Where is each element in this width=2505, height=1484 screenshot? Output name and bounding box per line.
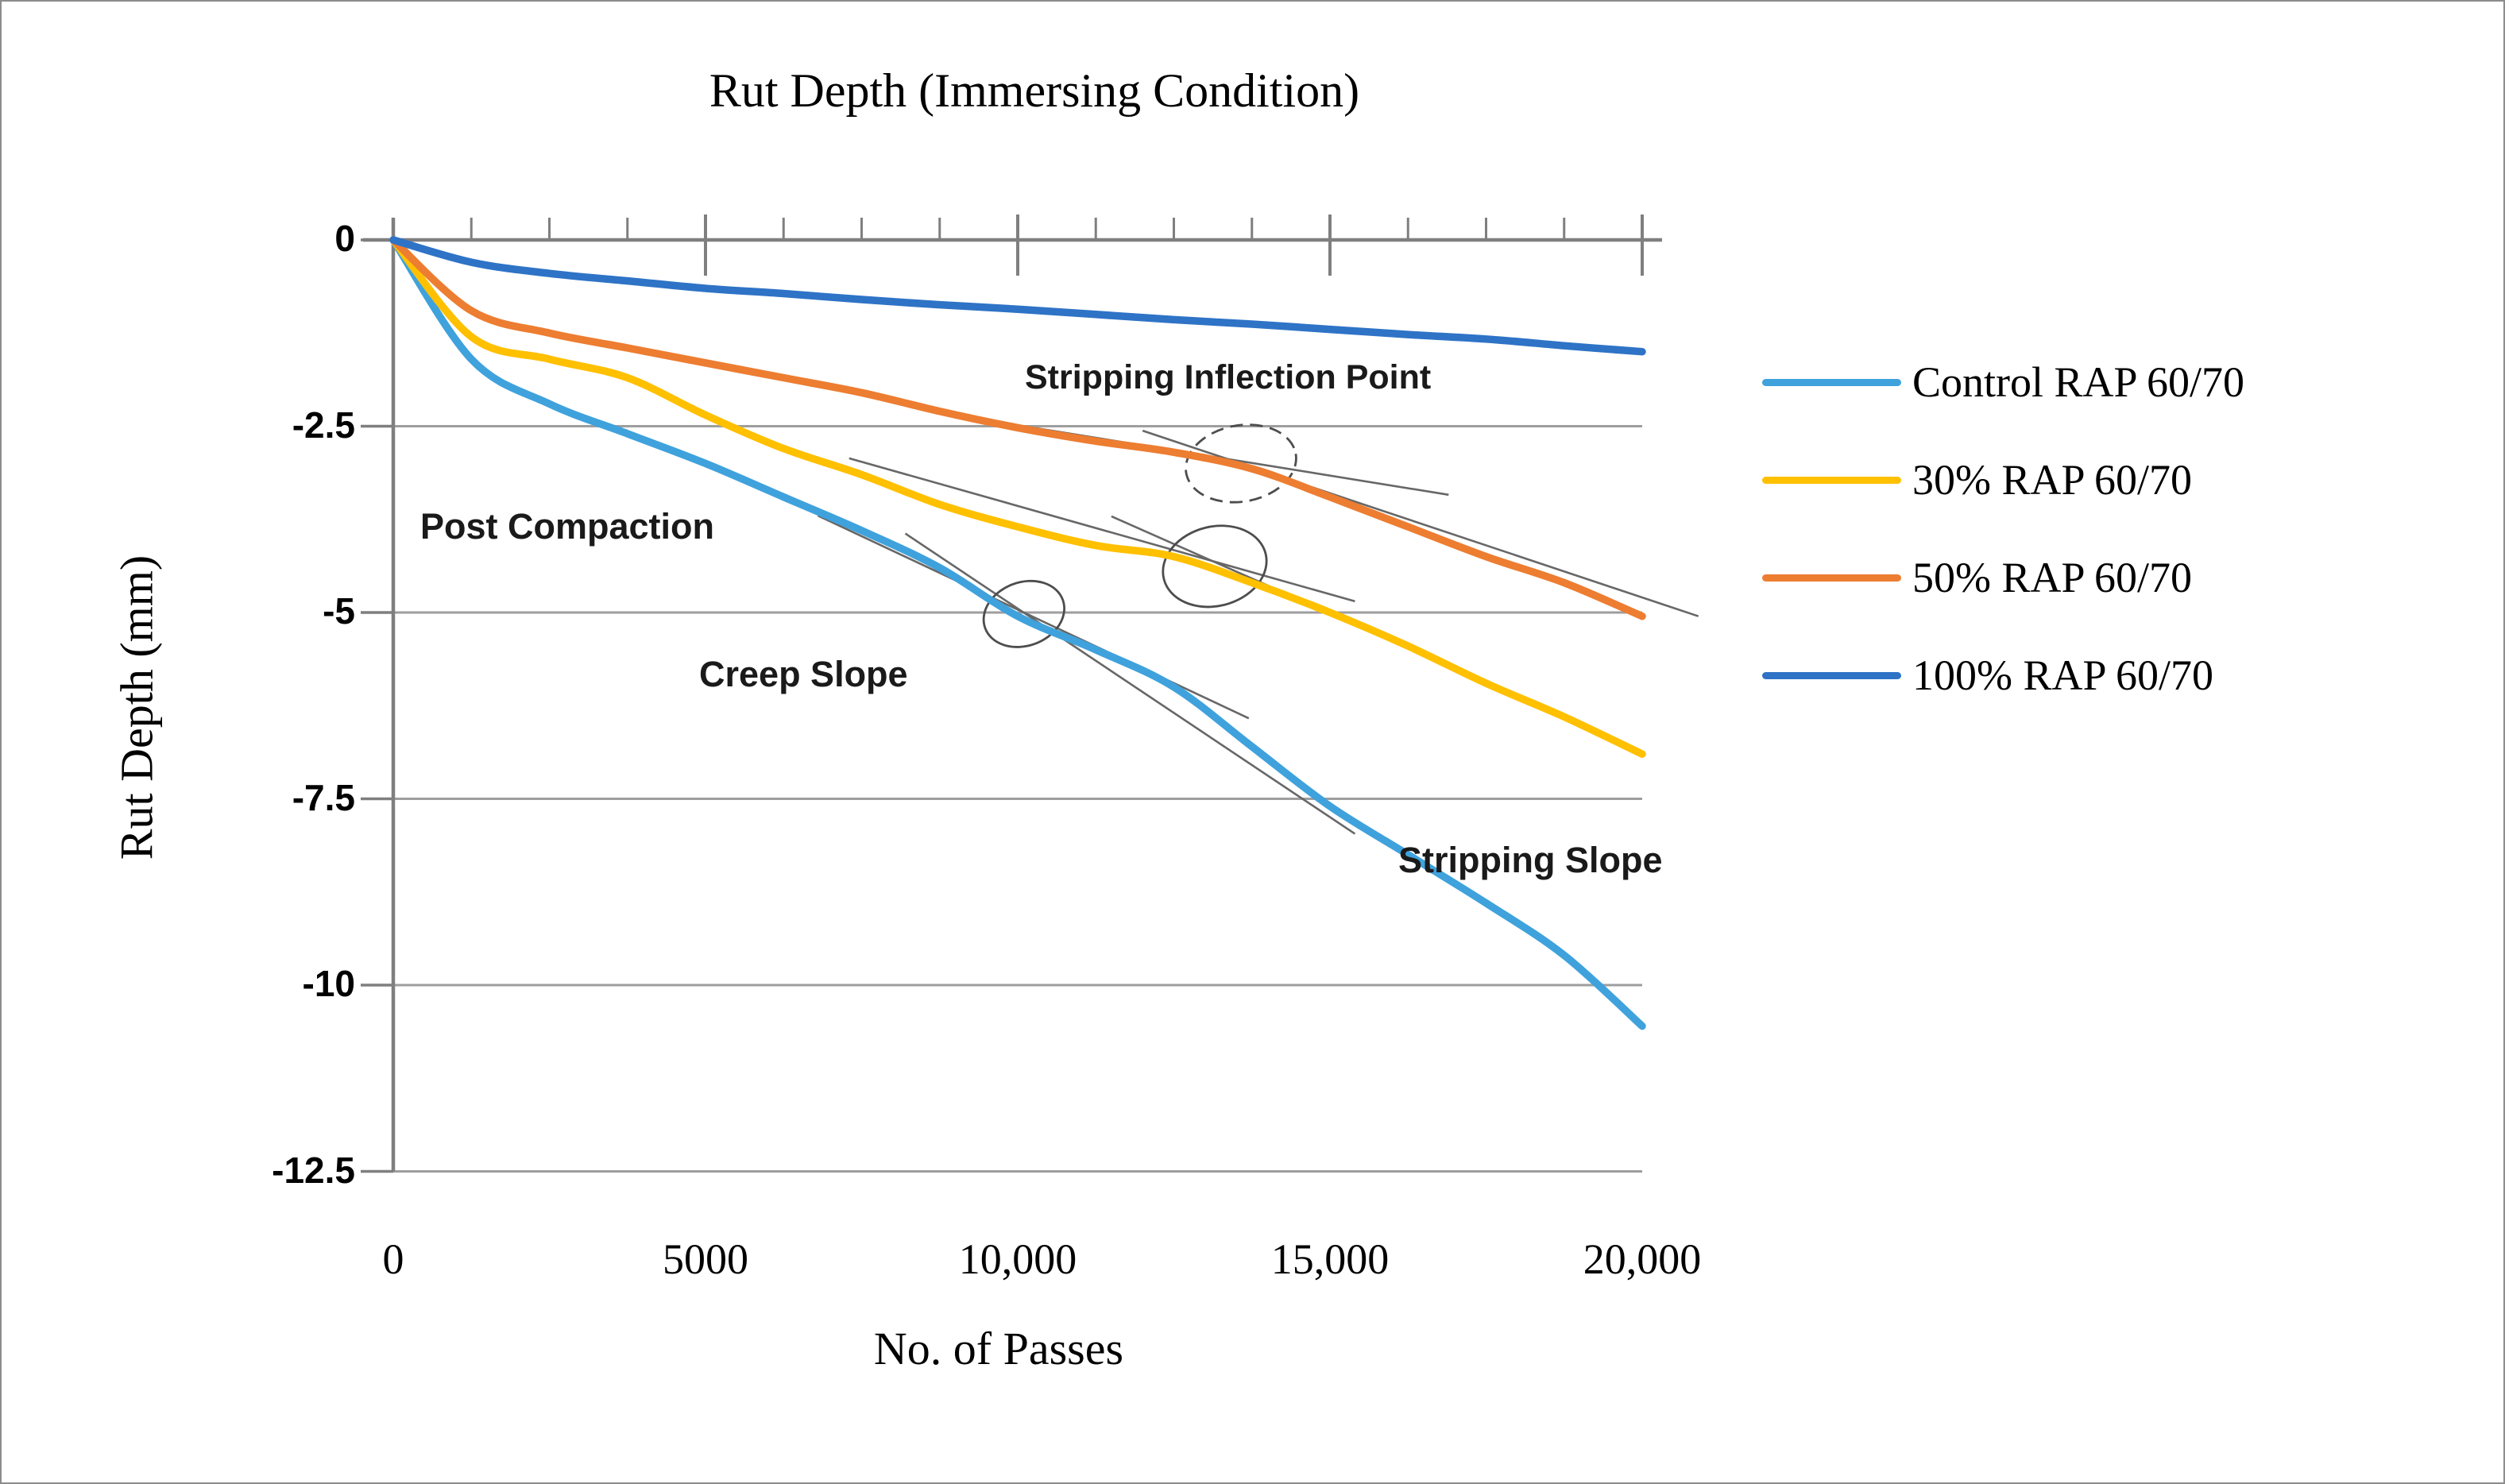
legend-label: 100% RAP 60/70 bbox=[1912, 651, 2214, 699]
legend-label: 30% RAP 60/70 bbox=[1912, 456, 2193, 504]
legend-entry-50-rap: 50% RAP 60/70 bbox=[1762, 553, 2477, 602]
x-axis-title: No. of Passes bbox=[873, 1323, 1124, 1374]
series-line-50-rap-60-70 bbox=[389, 236, 1646, 620]
y-tick-label: -10 bbox=[302, 963, 355, 1004]
inflection-circle bbox=[1185, 423, 1297, 504]
y-axis-title: Rut Depth (mm) bbox=[110, 555, 163, 860]
annotation-stripping-slope: Stripping Slope bbox=[1398, 840, 1663, 880]
series-line-30-rap-60-70 bbox=[389, 236, 1646, 758]
chart-legend: Control RAP 60/70 30% RAP 60/70 50% RAP … bbox=[1762, 357, 2477, 700]
legend-label: 50% RAP 60/70 bbox=[1912, 554, 2193, 601]
legend-entry-100-rap: 100% RAP 60/70 bbox=[1762, 651, 2477, 700]
annotation-post-compaction: Post Compaction bbox=[420, 506, 715, 547]
y-tick-label: -7.5 bbox=[292, 776, 355, 818]
legend-line-swatch bbox=[1762, 574, 1901, 582]
inflection-circle bbox=[982, 579, 1066, 648]
legend-line-swatch bbox=[1762, 378, 1901, 386]
legend-line-swatch bbox=[1762, 476, 1901, 484]
x-tick-label: 20,000 bbox=[1583, 1235, 1702, 1283]
series-line-100-rap-60-70 bbox=[389, 236, 1646, 356]
annotation-stripping-inflection-point: Stripping Inflection Point bbox=[1025, 358, 1432, 396]
tangent-line bbox=[849, 457, 1355, 603]
y-tick-label: -2.5 bbox=[292, 404, 355, 446]
annotation-creep-slope: Creep Slope bbox=[699, 654, 908, 694]
y-tick-label: -5 bbox=[323, 590, 355, 632]
chart-title: Rut Depth (Immersing Condition) bbox=[709, 64, 1360, 117]
tangent-line bbox=[904, 532, 1356, 835]
inflection-circle bbox=[1162, 524, 1268, 609]
series-line-control-rap-60-70 bbox=[389, 236, 1646, 1030]
y-tick-label: -12.5 bbox=[272, 1149, 355, 1191]
x-tick-label: 5000 bbox=[663, 1235, 748, 1283]
x-tick-label: 15,000 bbox=[1270, 1235, 1390, 1283]
legend-line-swatch bbox=[1762, 671, 1901, 679]
y-tick-label: 0 bbox=[334, 218, 355, 259]
legend-entry-control: Control RAP 60/70 bbox=[1762, 357, 2477, 407]
legend-entry-30-rap: 30% RAP 60/70 bbox=[1762, 455, 2477, 504]
legend-label: Control RAP 60/70 bbox=[1912, 358, 2245, 406]
x-tick-label: 0 bbox=[382, 1235, 404, 1283]
x-tick-label: 10,000 bbox=[958, 1235, 1077, 1283]
